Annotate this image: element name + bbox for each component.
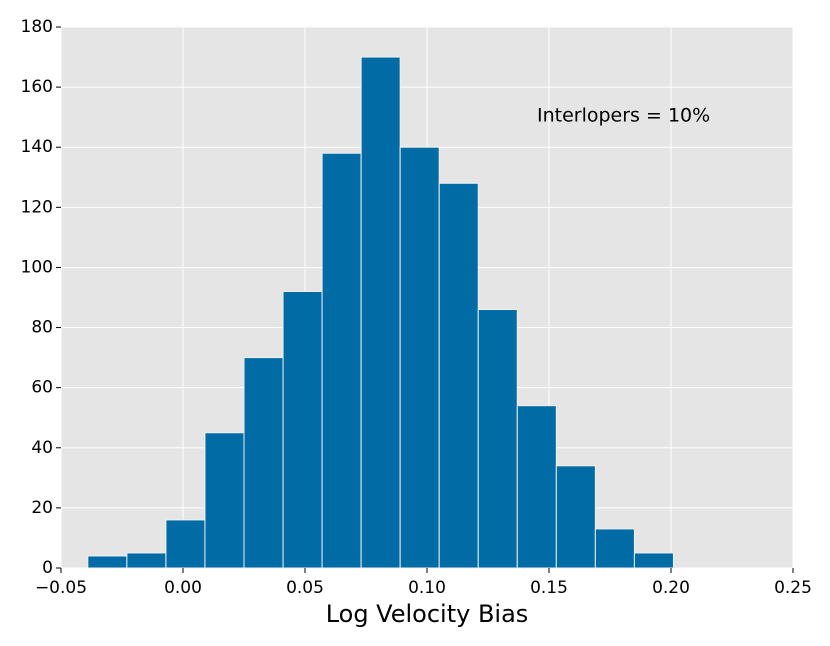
y-tick-label: 40 xyxy=(31,438,53,458)
bar xyxy=(204,432,245,569)
x-tick-label: −0.05 xyxy=(35,578,87,598)
x-tick-label: 0.05 xyxy=(286,578,324,598)
y-tick-label: 180 xyxy=(21,17,53,37)
bar xyxy=(87,555,128,569)
x-tick-label: 0.25 xyxy=(774,578,812,598)
bar xyxy=(399,146,440,569)
bar xyxy=(126,552,167,569)
bar xyxy=(594,528,635,569)
bar xyxy=(516,405,557,569)
annotation: Interlopers = 10% xyxy=(537,105,710,127)
x-tick-label: 0.15 xyxy=(530,578,568,598)
y-tick-label: 100 xyxy=(21,257,53,277)
x-tick-label: 0.20 xyxy=(652,578,690,598)
bar xyxy=(282,290,323,569)
y-tick-label: 0 xyxy=(42,558,53,578)
y-tick-label: 120 xyxy=(21,197,53,217)
x-axis-label: Log Velocity Bias xyxy=(326,600,529,628)
bar xyxy=(243,357,284,569)
bar xyxy=(477,309,518,569)
y-tick-label: 60 xyxy=(31,378,53,398)
bar xyxy=(360,56,401,569)
y-tick-label: 160 xyxy=(21,77,53,97)
y-tick-label: 20 xyxy=(31,498,53,518)
x-tick-label: 0.10 xyxy=(408,578,446,598)
y-tick-label: 80 xyxy=(31,318,53,338)
x-tick-label: 0.00 xyxy=(164,578,202,598)
bar xyxy=(321,152,362,569)
y-tick-label: 140 xyxy=(21,137,53,157)
bar xyxy=(438,182,479,569)
bar xyxy=(633,552,674,569)
bar xyxy=(555,465,596,569)
bar xyxy=(165,519,206,569)
